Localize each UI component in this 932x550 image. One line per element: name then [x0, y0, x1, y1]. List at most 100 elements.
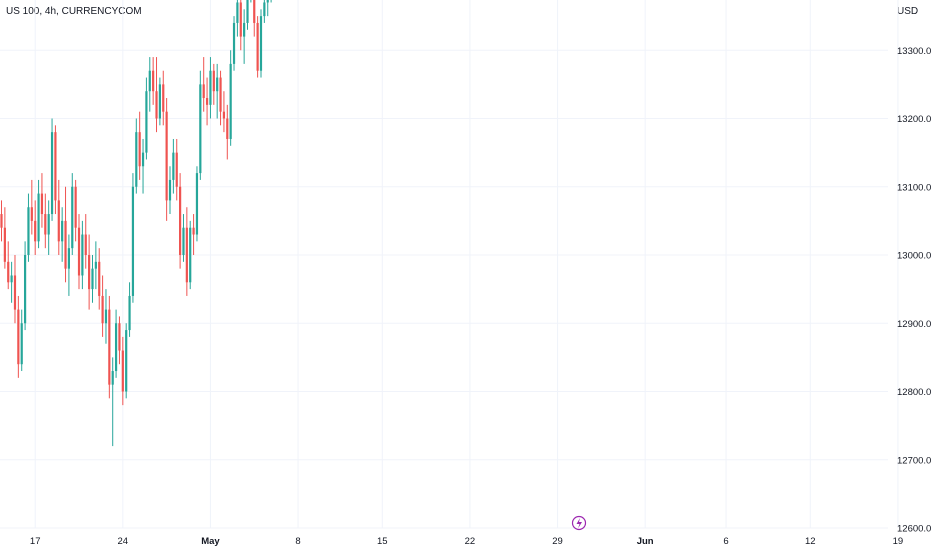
candle-body [222, 111, 226, 119]
candle-body [98, 261, 101, 296]
candle-body [81, 234, 84, 276]
candle-body [199, 84, 202, 174]
candle-body [202, 84, 205, 99]
candle-body [47, 214, 50, 235]
candle-body [111, 371, 114, 385]
price-tick-label: 12600.0 [897, 524, 931, 535]
candle-body [152, 70, 155, 92]
candle-body [23, 255, 27, 324]
candle-body [259, 16, 263, 71]
candle-body [179, 186, 182, 255]
candle-body [40, 193, 44, 215]
candle-body [0, 214, 3, 228]
lightning-icon-bolt [576, 518, 582, 529]
candle-body [20, 323, 23, 365]
candle-body [67, 248, 70, 269]
candle-body [195, 173, 199, 235]
candle-body [158, 84, 161, 119]
candle-body [165, 111, 168, 201]
candle-body [118, 323, 121, 351]
candle-body [94, 261, 97, 269]
candle-body [88, 255, 91, 290]
candle-body [148, 70, 151, 92]
time-tick-label: 15 [377, 536, 388, 547]
candle-body [185, 227, 188, 283]
price-tick-label: 13200.0 [897, 114, 931, 125]
candlestick-series [0, 0, 272, 447]
candle-body [145, 91, 148, 153]
chart-title: US 100, 4h, CURRENCYCOM [6, 6, 142, 17]
candle-body [108, 309, 111, 385]
candle-body [44, 214, 47, 235]
candle-body [232, 22, 236, 64]
candle-body [256, 22, 259, 71]
price-tick-label: 13300.0 [897, 46, 931, 57]
candle-body [3, 227, 6, 262]
candle-body [253, 0, 256, 23]
candle-body [209, 70, 212, 105]
candle-body [192, 227, 195, 235]
candle-body [114, 323, 118, 372]
candle-body [101, 295, 104, 324]
time-tick-label: 19 [893, 536, 904, 547]
price-tick-label: 12800.0 [897, 387, 931, 398]
grid-lines [0, 0, 899, 529]
time-tick-label: 12 [805, 536, 816, 547]
candle-body [84, 234, 87, 255]
candle-body [155, 91, 158, 119]
time-tick-label: 22 [465, 536, 476, 547]
candle-body [219, 77, 222, 112]
candle-body [243, 22, 246, 37]
candle-body [13, 275, 17, 310]
candle-body [189, 227, 192, 283]
currency-label[interactable]: USD [897, 6, 919, 17]
candle-body [175, 152, 178, 187]
candle-body [131, 186, 135, 296]
candle-body [34, 220, 37, 242]
candle-body [266, 0, 269, 3]
time-tick-label: 29 [552, 536, 563, 547]
candle-body [246, 0, 249, 23]
candle-body [226, 118, 229, 139]
candle-body [71, 186, 74, 249]
candle-body [57, 200, 60, 242]
candle-body [168, 179, 172, 201]
time-tick-label: 17 [30, 536, 41, 547]
candle-body [182, 227, 185, 255]
candle-body [172, 152, 175, 180]
candle-body [30, 207, 33, 221]
candle-body [205, 98, 209, 105]
candle-body [91, 268, 94, 290]
candle-body [74, 186, 77, 228]
time-tick-label: Jun [637, 536, 654, 547]
candle-body [239, 2, 242, 37]
candle-body [212, 70, 215, 92]
candle-body [77, 227, 81, 276]
candle-body [135, 132, 138, 187]
candle-body [10, 275, 13, 283]
price-tick-label: 13000.0 [897, 251, 931, 262]
candle-body [64, 220, 67, 269]
price-tick-label: 12900.0 [897, 319, 931, 330]
candle-body [37, 193, 40, 242]
candle-body [7, 261, 10, 283]
candle-body [162, 84, 165, 112]
candle-body [138, 132, 141, 167]
candle-body [121, 350, 124, 392]
candle-body [17, 309, 20, 365]
time-axis: 17 24 May 8 15 22 29 Jun 6 12 19 [30, 515, 904, 547]
price-tick-label: 13100.0 [897, 182, 931, 193]
candle-body [128, 295, 131, 331]
candle-body [263, 2, 266, 17]
candle-body [61, 220, 64, 242]
candle-body [141, 152, 145, 167]
candle-body [216, 77, 219, 92]
candle-body [125, 330, 128, 392]
price-tick-label: 12700.0 [897, 455, 931, 466]
candle-body [27, 207, 30, 255]
candle-body [104, 309, 108, 324]
price-axis: 12600.0 12700.0 12800.0 12900.0 13000.0 13100… [897, 46, 931, 535]
candle-body [50, 132, 54, 215]
time-tick-label: May [201, 536, 220, 547]
